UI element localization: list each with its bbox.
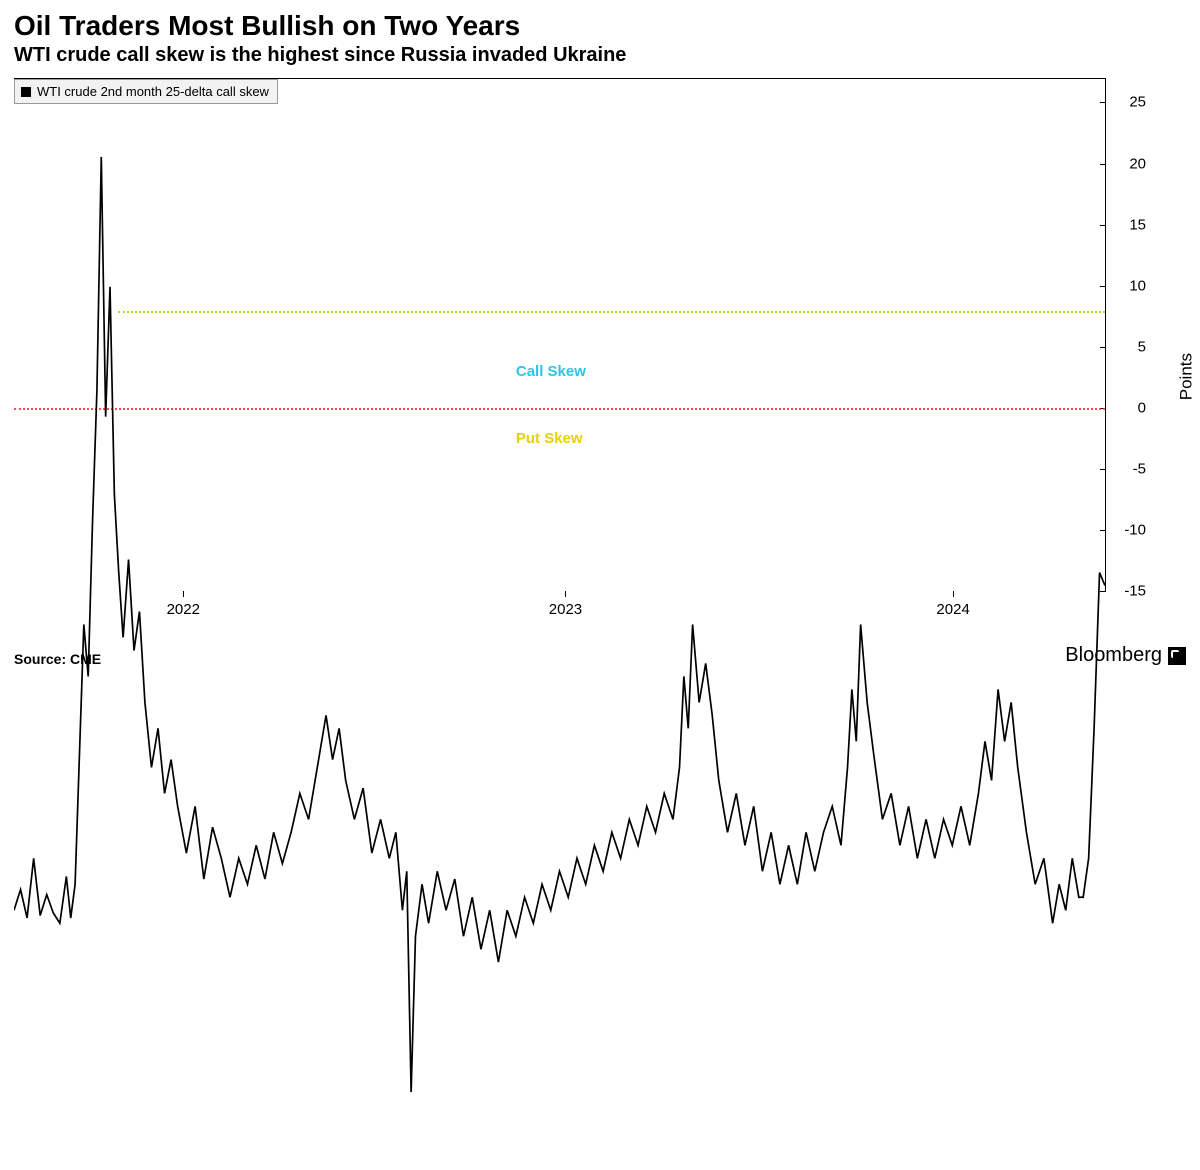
chart-title: Oil Traders Most Bullish on Two Years <box>0 0 1200 44</box>
legend-label: WTI crude 2nd month 25-delta call skew <box>37 84 269 99</box>
line-series <box>14 79 1105 1170</box>
y-tick-label: 15 <box>1106 216 1146 233</box>
y-tick-label: 20 <box>1106 155 1146 172</box>
chart-area: WTI crude 2nd month 25-delta call skew C… <box>14 78 1186 627</box>
call-skew-annotation: Call Skew <box>516 363 586 380</box>
y-tick-label: 10 <box>1106 277 1146 294</box>
y-tick-label: -5 <box>1106 460 1146 477</box>
y-tick-label: -15 <box>1106 583 1146 600</box>
y-tick-label: 25 <box>1106 94 1146 111</box>
y-tick-label: 0 <box>1106 399 1146 416</box>
y-tick-label: 5 <box>1106 338 1146 355</box>
put-skew-annotation: Put Skew <box>516 430 583 447</box>
legend-swatch-icon <box>21 87 31 97</box>
legend: WTI crude 2nd month 25-delta call skew <box>14 79 278 104</box>
y-axis-title: Points <box>1176 353 1196 400</box>
y-tick-label: -10 <box>1106 521 1146 538</box>
y-axis: -15-10-50510152025 <box>1106 78 1146 591</box>
plot-region: WTI crude 2nd month 25-delta call skew C… <box>14 78 1106 591</box>
chart-subtitle: WTI crude call skew is the highest since… <box>0 44 1200 73</box>
bloomberg-terminal-icon <box>1168 647 1186 665</box>
